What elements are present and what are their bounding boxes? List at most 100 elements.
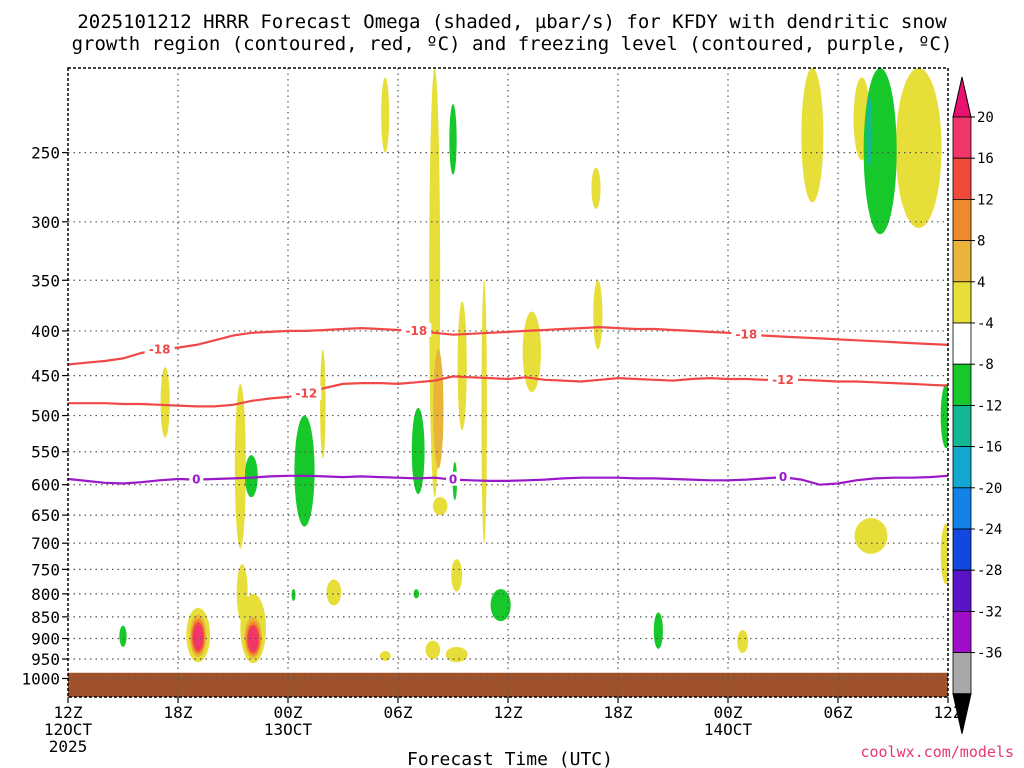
- omega-region-18: [737, 630, 749, 653]
- contour-label-1-1: -12: [772, 373, 794, 387]
- colorbar-swatch-0: [952, 116, 972, 159]
- y-tick-label-450: 450: [31, 367, 60, 386]
- omega-region-25: [244, 455, 258, 498]
- y-tick-label-750: 750: [31, 560, 60, 579]
- omega-region-38: [433, 349, 444, 469]
- omega-shading: [119, 68, 948, 664]
- colorbar-swatch-3: [952, 240, 972, 283]
- y-tick-label-300: 300: [31, 213, 60, 232]
- contour-label-bg-0-2: [731, 326, 762, 341]
- x-tick-label-6-0: 18Z: [164, 703, 193, 722]
- y-tick-label-350: 350: [31, 271, 60, 290]
- plot-frame: [67, 67, 949, 698]
- x-axis-label: Forecast Time (UTC): [407, 749, 613, 768]
- grid-lines: [68, 68, 948, 697]
- omega-region-17: [379, 650, 391, 662]
- colorbar-swatch-11: [952, 569, 972, 612]
- chart-title-line1: 2025101212 HRRR Forecast Omega (shaded, …: [77, 11, 947, 33]
- omega-region-35: [863, 68, 897, 235]
- temperature-contours: -18 -18 -18 -12 -12 0 0 0: [67, 322, 949, 487]
- y-tick-label-1000: 1000: [21, 669, 60, 688]
- omega-region-3: [160, 367, 170, 438]
- y-tick-label-550: 550: [31, 443, 60, 462]
- contour-line-2: [67, 474, 949, 486]
- omega-region-27: [291, 589, 296, 601]
- colorbar-bottom-arrow: [952, 693, 972, 734]
- omega-region-46: [248, 627, 259, 651]
- colorbar-top-arrow: [952, 76, 972, 118]
- colorbar-label-2: 12: [977, 192, 994, 208]
- credit-text[interactable]: coolwx.com/models: [860, 743, 1014, 761]
- x-tick-label-24-0: 12Z: [494, 703, 523, 722]
- omega-region-34: [653, 612, 663, 649]
- omega-region-19: [801, 68, 824, 203]
- y-tick-label-400: 400: [31, 322, 60, 341]
- contour-label-bg-2-2: [776, 469, 790, 484]
- x-tick-label-12-1: 13OCT: [264, 720, 313, 739]
- colorbar-swatch-9: [952, 487, 972, 530]
- contour-label-2-0: 0: [192, 473, 200, 487]
- y-tick-label-900: 900: [31, 630, 60, 649]
- contour-label-bg-0-1: [401, 322, 432, 337]
- omega-region-45: [193, 624, 203, 649]
- x-tick-label-12-0: 00Z: [274, 703, 303, 722]
- y-tick-label-250: 250: [31, 144, 60, 163]
- x-tick-label-18-0: 06Z: [384, 703, 413, 722]
- chart-title-line2: growth region (contoured, red, ºC) and f…: [72, 33, 953, 55]
- contour-label-bg-2-1: [446, 471, 460, 486]
- y-tick-label-850: 850: [31, 608, 60, 627]
- colorbar: 20 16 12 8 4 -4 -8 -12 -16 -20 -24 -28 -32 -36: [952, 76, 1002, 734]
- x-tick-label-42-0: 06Z: [824, 703, 853, 722]
- omega-region-29: [411, 407, 425, 495]
- colorbar-label-4: 4: [977, 275, 985, 291]
- omega-region-30: [413, 589, 420, 599]
- contour-label-1-0: -12: [295, 387, 317, 401]
- omega-region-5: [320, 349, 326, 459]
- colorbar-label-13: -36: [977, 646, 1002, 662]
- y-tick-label-800: 800: [31, 585, 60, 604]
- x-tick-label-36-0: 00Z: [714, 703, 743, 722]
- colorbar-swatch-6: [952, 363, 972, 406]
- colorbar-label-10: -24: [977, 522, 1002, 538]
- omega-region-36: [940, 383, 948, 449]
- x-tick-label-30-0: 18Z: [604, 703, 633, 722]
- x-tick-label-36-1: 14OCT: [704, 720, 753, 739]
- contour-label-bg-1-0: [291, 385, 322, 400]
- colorbar-swatch-8: [952, 446, 972, 489]
- omega-region-13: [451, 559, 463, 592]
- omega-region-24: [326, 579, 342, 606]
- contour-label-0-2: -18: [735, 328, 757, 342]
- y-tick-label-650: 650: [31, 506, 60, 525]
- omega-region-2: [236, 564, 248, 622]
- x-tick-label-0-1: 12OCT: [44, 720, 93, 739]
- y-tick-label-600: 600: [31, 476, 60, 495]
- colorbar-label-3: 8: [977, 234, 985, 250]
- omega-region-28: [119, 625, 127, 647]
- colorbar-swatch-4: [952, 281, 972, 324]
- colorbar-label-5: -4: [977, 316, 994, 332]
- colorbar-swatch-7: [952, 404, 972, 447]
- colorbar-swatch-5: [952, 322, 972, 365]
- colorbar-swatch-13: [952, 652, 972, 695]
- omega-region-9: [481, 280, 487, 544]
- colorbar-label-7: -12: [977, 398, 1002, 414]
- omega-region-31: [449, 104, 457, 175]
- omega-region-37: [866, 95, 872, 168]
- contour-label-0-1: -18: [405, 324, 427, 338]
- colorbar-swatch-12: [952, 611, 972, 654]
- colorbar-label-0: 20: [977, 110, 994, 126]
- x-tick-label-0-0: 12Z: [54, 703, 83, 722]
- colorbar-label-9: -20: [977, 481, 1002, 497]
- pressure-axis: 250 300 350 400 450 500 550 600 650 700 750 800 850 9…: [21, 144, 68, 688]
- y-tick-label-950: 950: [31, 650, 60, 669]
- omega-region-21: [895, 68, 942, 229]
- x-tick-label-48-0: 12Z: [934, 703, 963, 722]
- omega-region-12: [445, 646, 468, 663]
- y-tick-label-700: 700: [31, 534, 60, 553]
- contour-label-bg-2-0: [189, 471, 204, 486]
- colorbar-label-12: -32: [977, 604, 1002, 620]
- omega-region-15: [591, 167, 601, 209]
- contour-line-1: [68, 375, 949, 408]
